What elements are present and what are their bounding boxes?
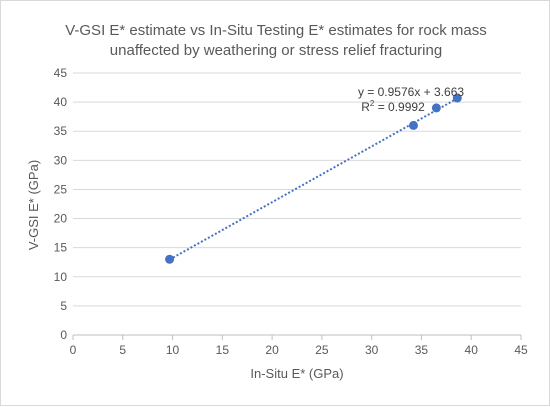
y-tick-label: 5: [60, 299, 67, 313]
x-tick-label: 35: [415, 343, 429, 357]
y-tick-label: 40: [54, 95, 68, 109]
y-tick-label: 25: [54, 182, 68, 196]
trendline: [169, 97, 458, 261]
data-points: [165, 93, 462, 264]
x-axis-title: In-Situ E* (GPa): [250, 366, 343, 381]
x-tick-label: 25: [315, 343, 329, 357]
y-tick-label: 35: [54, 124, 68, 138]
tick-labels: 0 5 10 15 20 25 30 35 40 45 0 5 10 15 20 25 30 35 40 45: [54, 66, 528, 357]
y-tick-label: 20: [54, 212, 68, 226]
y-axis-title: V-GSI E* (GPa): [26, 160, 41, 250]
y-tick-label: 45: [54, 66, 68, 80]
data-point: [431, 103, 441, 113]
r-squared-label: R2 = 0.9992: [361, 99, 425, 114]
chart-title-line-2: unaffected by weathering or stress relie…: [110, 42, 442, 59]
x-tick-label: 45: [514, 343, 528, 357]
x-tick-label: 5: [119, 343, 126, 357]
gridlines: [72, 72, 522, 340]
x-tick-label: 10: [166, 343, 180, 357]
trendline-equation: y = 0.9576x + 3.663: [358, 85, 464, 99]
x-tick-label: 0: [70, 343, 77, 357]
chart-title-line-1: V-GSI E* estimate vs In-Situ Testing E* …: [65, 22, 487, 39]
r-squared-value: = 0.9992: [374, 100, 425, 114]
r-squared-prefix: R: [361, 100, 370, 114]
x-tick-label: 20: [265, 343, 279, 357]
data-point: [452, 93, 462, 103]
trendline-group: [169, 97, 458, 261]
data-point: [408, 120, 418, 130]
y-tick-label: 30: [54, 153, 68, 167]
data-point: [165, 254, 175, 264]
x-tick-label: 30: [365, 343, 379, 357]
y-tick-label: 15: [54, 241, 68, 255]
x-tick-label: 15: [216, 343, 230, 357]
r-squared-superscript: 2: [370, 99, 375, 108]
y-tick-label: 10: [54, 270, 68, 284]
y-tick-label: 0: [60, 328, 67, 342]
x-tick-label: 40: [465, 343, 479, 357]
